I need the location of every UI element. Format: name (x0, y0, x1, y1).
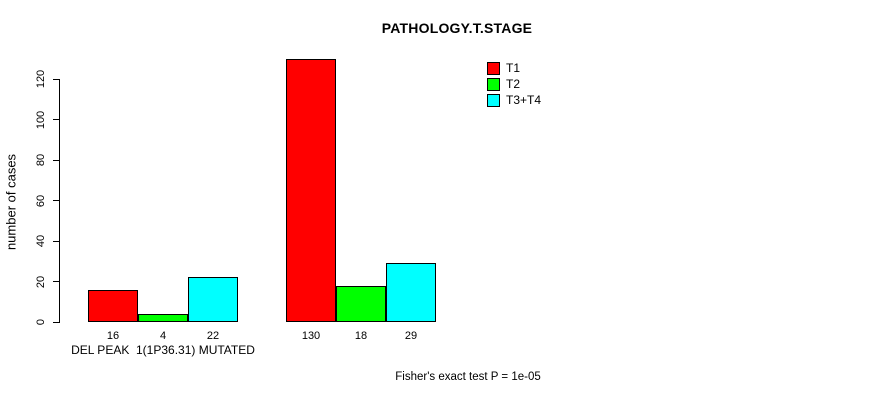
bar-t1-group2 (286, 59, 336, 322)
legend-swatch-t3-t4 (487, 93, 500, 107)
y-axis-tick (53, 119, 59, 120)
bar-value-label: 29 (404, 330, 418, 342)
y-axis-tick-label: 80 (35, 153, 47, 167)
y-axis-tick (53, 240, 59, 242)
y-axis-tick-label: 120 (35, 69, 47, 89)
y-axis-tick (53, 159, 59, 161)
legend-label-t3-t4: T3+T4 (506, 93, 542, 107)
bar-t2-group1 (138, 314, 188, 322)
y-axis-tick (53, 281, 59, 282)
bar-t2-group2 (336, 286, 386, 322)
y-axis-tick-label: 0 (35, 318, 47, 326)
y-axis-tick-label: 60 (35, 194, 47, 207)
legend-label-t2: T2 (506, 77, 521, 91)
legend-item-t2: T2 (487, 76, 541, 92)
footer-stat-text: Fisher's exact test P = 1e-05 (395, 371, 541, 383)
legend-item-t1: T1 (487, 60, 541, 76)
x-axis-group-label: DEL PEAK 1(1P36.31) MUTATED (71, 343, 255, 357)
y-axis-tick (53, 321, 59, 323)
bar-value-label: 22 (206, 330, 220, 342)
y-axis-line (59, 79, 60, 323)
bar-value-label: 4 (159, 330, 167, 342)
bar-value-label: 18 (354, 330, 368, 342)
bar-value-label: 130 (301, 330, 321, 342)
y-axis-tick (53, 78, 59, 80)
bar-t1-group1 (88, 290, 138, 322)
chart-title: PATHOLOGY.T.STAGE (381, 20, 533, 36)
y-axis-tick-label: 20 (35, 275, 47, 288)
y-axis-tick-label: 100 (35, 110, 47, 129)
legend-item-t3-t4: T3+T4 (487, 92, 541, 108)
y-axis-label: number of cases (3, 153, 19, 251)
bar-t3-t4-group2 (386, 263, 436, 322)
y-axis-tick (53, 200, 59, 201)
bar-t3-t4-group1 (188, 277, 238, 322)
y-axis-tick-label: 40 (35, 234, 47, 248)
bar-value-label: 16 (106, 330, 120, 342)
legend-label-t1: T1 (506, 61, 521, 75)
legend: T1 T2 T3+T4 (487, 60, 541, 108)
legend-swatch-t2 (487, 77, 500, 91)
legend-swatch-t1 (487, 61, 500, 75)
